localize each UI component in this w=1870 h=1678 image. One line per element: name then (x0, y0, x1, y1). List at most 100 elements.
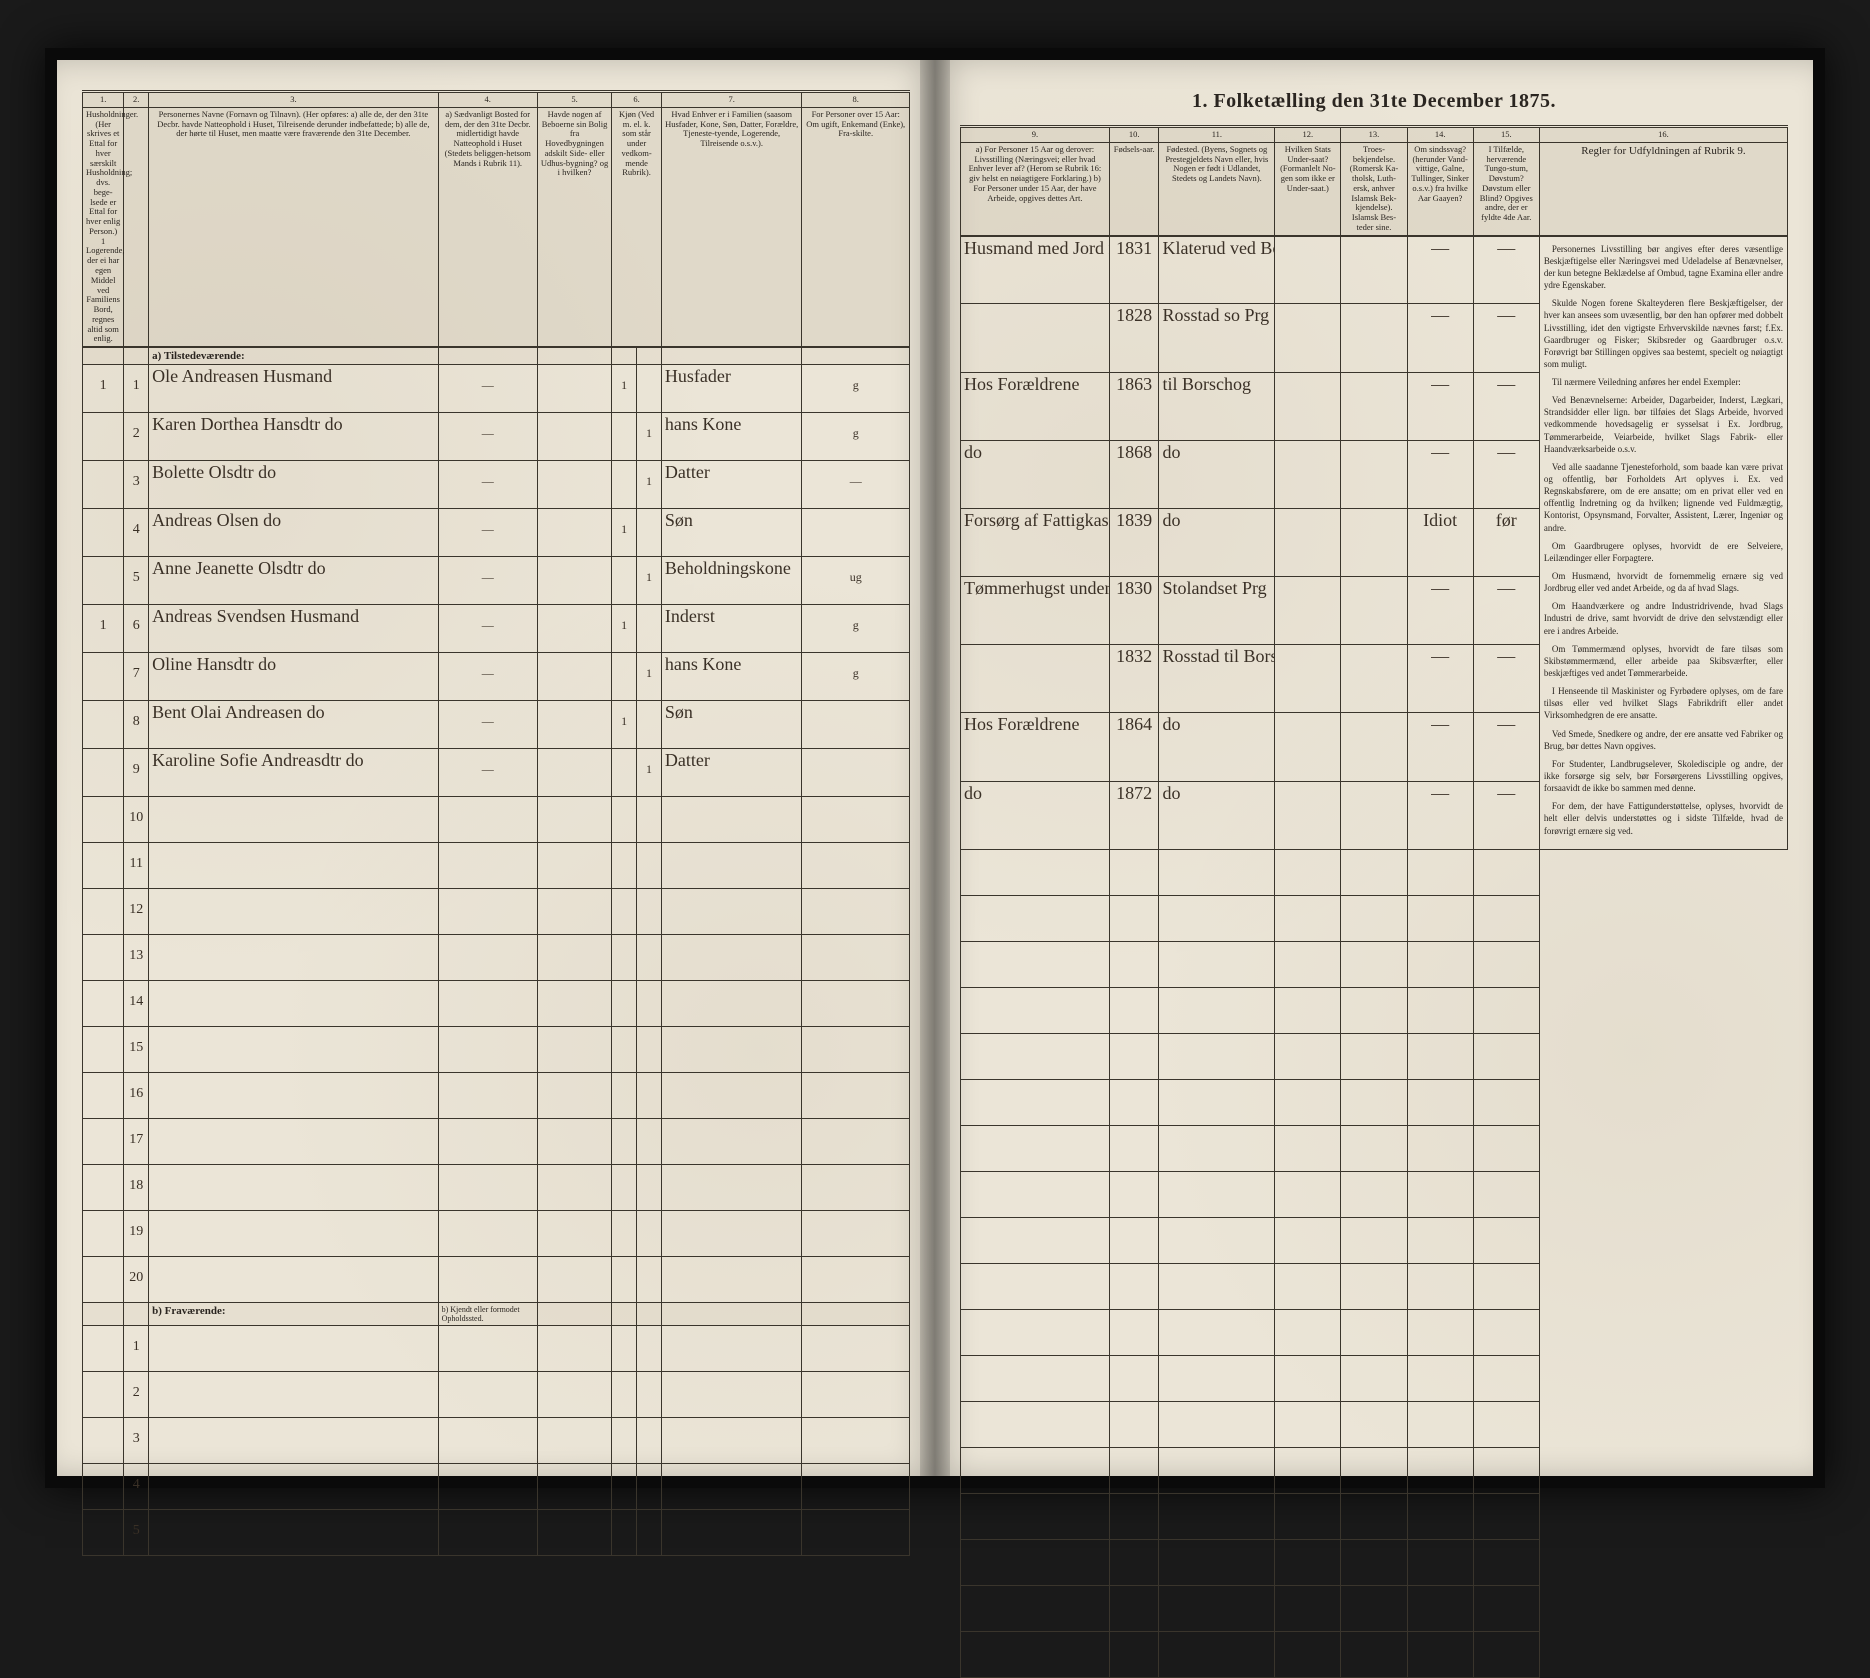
cell-year: 1863 (1109, 372, 1159, 440)
cell-k: 1 (637, 749, 662, 797)
cell-household: 1 (83, 365, 124, 413)
cell-blind: før (1473, 508, 1539, 576)
coln-2: 2. (124, 92, 149, 108)
cell-rownum: 14 (124, 981, 149, 1027)
cell-rownum: 12 (124, 889, 149, 935)
cell-civstat (802, 749, 910, 797)
table-row: 11 (83, 843, 910, 889)
table-row (961, 849, 1788, 895)
cell-rownum: 4 (124, 1464, 149, 1510)
table-row: 16Andreas Svendsen Husmand—1Inderstg (83, 605, 910, 653)
table-row (961, 941, 1788, 987)
cell-rownum: 5 (124, 557, 149, 605)
hdr-4: a) Sædvanligt Bosted for dem, der den 31… (438, 107, 537, 347)
table-row: 2 (83, 1372, 910, 1418)
cell-famrole: Husfader (661, 365, 802, 413)
cell-rownum: 2 (124, 413, 149, 461)
cell-name: Karen Dorthea Hansdtr do (149, 413, 438, 461)
table-row (961, 1401, 1788, 1447)
table-row: 16 (83, 1073, 910, 1119)
table-row (961, 1539, 1788, 1585)
cell-year: 1839 (1109, 508, 1159, 576)
cell-undersaat (1275, 372, 1341, 440)
cell-sind: — (1407, 372, 1473, 440)
table-row: 12 (83, 889, 910, 935)
table-row: 14 (83, 981, 910, 1027)
cell-fodested: do (1159, 508, 1275, 576)
cell-rownum: 9 (124, 749, 149, 797)
cell-rownum: 3 (124, 461, 149, 509)
hdr-12: Hvilken Stats Under-saat? (Formanlelt No… (1275, 142, 1341, 235)
table-row: 5 (83, 1510, 910, 1556)
table-row (961, 1309, 1788, 1355)
cell-household: 1 (83, 605, 124, 653)
coln-9: 9. (961, 127, 1110, 143)
cell-blind: — (1473, 236, 1539, 304)
cell-blind: — (1473, 440, 1539, 508)
coln-5: 5. (537, 92, 611, 108)
cell-undersaat (1275, 508, 1341, 576)
cell-k: 1 (637, 461, 662, 509)
table-row (961, 987, 1788, 1033)
cell-livsstilling: do (961, 440, 1110, 508)
cell-livsstilling: Hos Forældrene (961, 372, 1110, 440)
cell-m: 1 (612, 509, 637, 557)
cell-undersaat (1275, 304, 1341, 372)
cell-civstat: g (802, 413, 910, 461)
cell-name: Bent Olai Andreasen do (149, 701, 438, 749)
cell-rownum: 17 (124, 1119, 149, 1165)
cell-famrole: Inderst (661, 605, 802, 653)
cell-k: 1 (637, 557, 662, 605)
cell-rownum: 20 (124, 1257, 149, 1303)
cell-livsstilling: Hos Forældrene (961, 713, 1110, 781)
cell-k: 1 (637, 653, 662, 701)
table-row: 11Ole Andreasen Husmand—1Husfaderg (83, 365, 910, 413)
cell-fodested: Stolandset Prg (1159, 577, 1275, 645)
cell-sind: — (1407, 577, 1473, 645)
cell-m (612, 461, 637, 509)
cell-famrole: Søn (661, 509, 802, 557)
cell-bolig (537, 509, 611, 557)
cell-famrole: Søn (661, 701, 802, 749)
cell-blind: — (1473, 713, 1539, 781)
cell-rownum: 1 (124, 365, 149, 413)
hdr-10: Fødsels-aar. (1109, 142, 1159, 235)
table-row: 1 (83, 1326, 910, 1372)
cell-tro (1341, 508, 1407, 576)
cell-bosted: — (438, 605, 537, 653)
instructions-text: Personernes Livsstilling bør angives eft… (1540, 237, 1787, 849)
table-row (961, 1585, 1788, 1631)
cell-sind: — (1407, 304, 1473, 372)
table-row: 19 (83, 1211, 910, 1257)
cell-rownum: 13 (124, 935, 149, 981)
cell-bolig (537, 557, 611, 605)
hdr-7: Hvad Enhver er i Familien (saasom Husfad… (661, 107, 802, 347)
hdr-3: Personernes Navne (Fornavn og Tilnavn). … (149, 107, 438, 347)
table-row: 7Oline Hansdtr do—1hans Koneg (83, 653, 910, 701)
cell-bolig (537, 653, 611, 701)
cell-rownum: 15 (124, 1027, 149, 1073)
cell-bosted: — (438, 557, 537, 605)
cell-fodested: do (1159, 713, 1275, 781)
cell-year: 1828 (1109, 304, 1159, 372)
cell-bosted: — (438, 413, 537, 461)
cell-rownum: 18 (124, 1165, 149, 1211)
cell-bosted: — (438, 749, 537, 797)
cell-rownum: 6 (124, 605, 149, 653)
cell-undersaat (1275, 713, 1341, 781)
table-row: 4Andreas Olsen do—1Søn (83, 509, 910, 557)
cell-year: 1864 (1109, 713, 1159, 781)
cell-civstat: — (802, 461, 910, 509)
left-page: 1. 2. 3. 4. 5. 6. 7. 8. Husholdninger. (… (57, 60, 935, 1476)
cell-tro (1341, 781, 1407, 849)
cell-k (637, 605, 662, 653)
section-b-label: b) Fraværende: (149, 1303, 438, 1326)
hdr-15: I Tilfælde, herværende Tungo-stum, Døvst… (1473, 142, 1539, 235)
table-row: 20 (83, 1257, 910, 1303)
table-row (961, 1171, 1788, 1217)
cell-undersaat (1275, 577, 1341, 645)
cell-undersaat (1275, 645, 1341, 713)
table-row: 13 (83, 935, 910, 981)
cell-livsstilling: Husmand med Jord m.m. (961, 236, 1110, 304)
cell-k (637, 701, 662, 749)
